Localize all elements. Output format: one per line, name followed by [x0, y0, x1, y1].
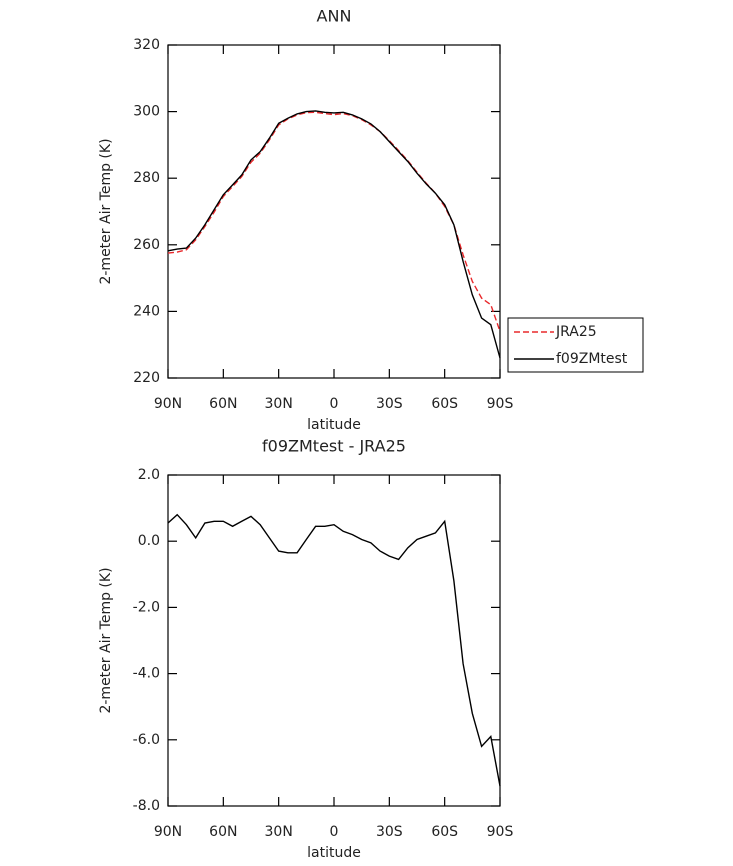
y-tick-label: -2.0 [133, 599, 160, 615]
y-tick-label: -6.0 [133, 732, 160, 748]
x-tick-label: 60N [209, 396, 237, 412]
x-tick-label: 30S [376, 396, 403, 412]
y-axis-label: 2-meter Air Temp (K) [98, 138, 114, 284]
legend-label: f09ZMtest [556, 351, 628, 367]
y-tick-label: 2.0 [138, 467, 160, 483]
y-tick-label: 220 [133, 370, 160, 386]
x-tick-label: 60S [431, 396, 458, 412]
y-tick-label: 240 [133, 303, 160, 319]
x-axis-label: latitude [307, 845, 361, 861]
y-tick-label: 320 [133, 37, 160, 53]
x-axis-label: latitude [307, 417, 361, 433]
x-tick-label: 90S [487, 824, 514, 840]
chart-title: ANN [317, 7, 352, 26]
x-tick-label: 0 [330, 824, 339, 840]
x-tick-label: 60N [209, 824, 237, 840]
x-tick-label: 60S [431, 824, 458, 840]
x-tick-label: 90N [154, 824, 182, 840]
x-tick-label: 0 [330, 396, 339, 412]
y-tick-label: 300 [133, 104, 160, 120]
y-tick-label: 0.0 [138, 533, 160, 549]
y-tick-label: -4.0 [133, 666, 160, 682]
series-line [167, 110, 501, 359]
legend-label: JRA25 [555, 324, 597, 340]
y-tick-label: 260 [133, 237, 160, 253]
plot-frame [167, 474, 501, 807]
plot-frame [167, 44, 501, 379]
x-tick-label: 90S [487, 396, 514, 412]
legend-box [507, 317, 644, 373]
x-tick-label: 30N [265, 396, 293, 412]
x-tick-label: 30N [265, 824, 293, 840]
y-tick-label: -8.0 [133, 798, 160, 814]
chart-title: f09ZMtest - JRA25 [262, 437, 406, 456]
y-tick-label: 280 [133, 170, 160, 186]
series-line [167, 111, 501, 332]
y-axis-label: 2-meter Air Temp (K) [98, 567, 114, 713]
x-tick-label: 30S [376, 824, 403, 840]
x-tick-label: 90N [154, 396, 182, 412]
series-line [167, 513, 501, 787]
